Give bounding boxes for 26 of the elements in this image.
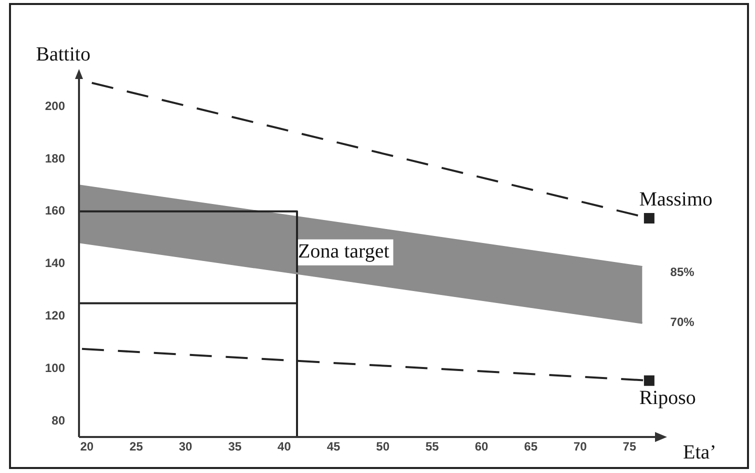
x-tick-label: 30 (178, 440, 193, 454)
x-tick-label: 35 (228, 440, 242, 454)
text: 85% (670, 264, 695, 279)
x-tick-label: 50 (376, 440, 390, 454)
x-tick-label: 75 (622, 440, 636, 454)
x-tick-label: 40 (278, 440, 292, 454)
x-tick-label: 45 (326, 440, 341, 454)
x-tick-label: 55 (425, 440, 440, 454)
x-tick-label: 60 (474, 440, 488, 454)
series-label: Massimo (639, 188, 713, 210)
x-tick-label: 65 (524, 440, 538, 454)
y-tick-label: 160 (44, 204, 66, 218)
y-tick-label: 200 (44, 98, 66, 113)
series-label: Riposo (639, 386, 696, 409)
x-tick-label: 70 (573, 440, 588, 454)
x-tick-label: 20 (80, 440, 94, 454)
text: 70% (670, 315, 695, 330)
annotation: Zona target (298, 240, 390, 263)
y-tick-label: 140 (44, 256, 66, 270)
x-tick-label: 25 (130, 440, 144, 454)
y-tick-label: 120 (44, 308, 66, 323)
y-tick-label: 80 (52, 414, 66, 428)
x-axis-title: Eta’ (683, 441, 716, 464)
y-tick-label: 180 (44, 151, 66, 166)
y-tick-label: 100 (44, 361, 66, 376)
y-axis-title: Battito (36, 43, 90, 66)
